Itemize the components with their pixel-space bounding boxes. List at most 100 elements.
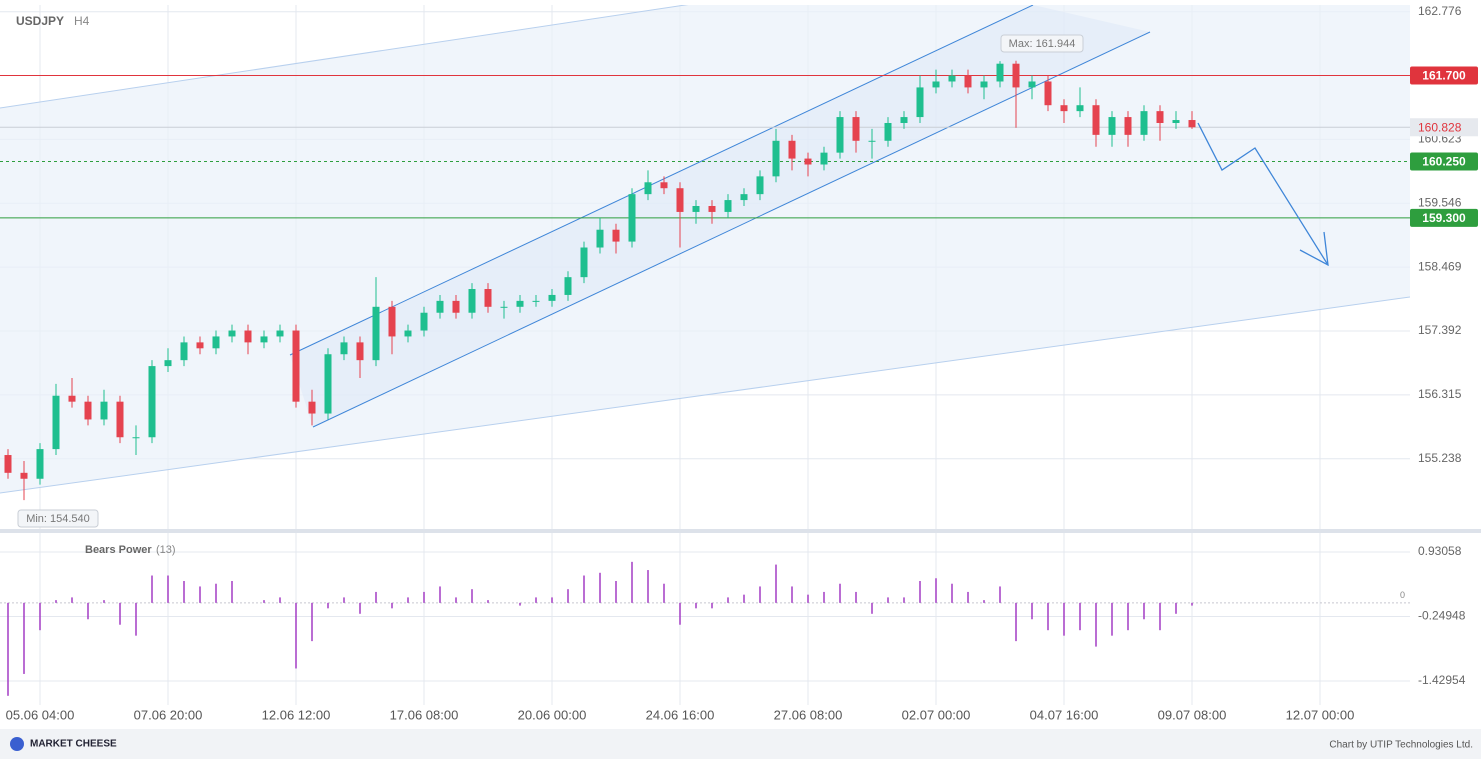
channel-line — [0, 5, 689, 109]
level-label: 160.250 — [1422, 155, 1466, 169]
candle-body — [388, 306, 396, 337]
candle-body — [788, 140, 796, 159]
candle-body — [148, 366, 156, 438]
indicator-period: (13) — [156, 544, 176, 556]
candle-body — [228, 330, 236, 337]
candle-body — [100, 401, 108, 420]
current-label: 160.828 — [1418, 120, 1462, 134]
x-tick-label: 24.06 16:00 — [646, 707, 715, 722]
candle-body — [804, 158, 812, 165]
x-tick-label: 02.07 00:00 — [902, 707, 971, 722]
levels — [0, 75, 1410, 219]
candle-body — [164, 360, 172, 367]
channel-line — [0, 296, 1410, 494]
x-tick-label: 04.07 16:00 — [1030, 707, 1099, 722]
candle-body — [196, 342, 204, 349]
candle-body — [372, 306, 380, 361]
ind-tick-label: 0.93058 — [1418, 544, 1462, 558]
indicator-name: Bears Power — [85, 544, 152, 556]
min-label: Min: 154.540 — [26, 513, 90, 525]
candle-body — [1140, 111, 1148, 135]
candle-body — [660, 182, 668, 189]
y-tick-label: 162.776 — [1418, 4, 1462, 18]
candle-body — [916, 87, 924, 118]
candle-body — [52, 395, 60, 450]
candle-body — [884, 122, 892, 141]
candle-body — [1124, 117, 1132, 135]
arrow-head — [1299, 231, 1329, 267]
candle-body — [68, 395, 76, 402]
candle-body — [436, 300, 444, 313]
logo-icon — [10, 737, 24, 751]
candle-body — [820, 152, 828, 165]
candle-body — [996, 63, 1004, 82]
candle-body — [1172, 120, 1180, 123]
candle-body — [932, 81, 940, 88]
candle-body — [692, 206, 700, 212]
y-tick-label: 157.392 — [1418, 323, 1462, 337]
candle-body — [580, 247, 588, 278]
x-tick-label: 12.06 12:00 — [262, 707, 331, 722]
x-tick-label: 20.06 00:00 — [518, 707, 587, 722]
y-tick-label: 156.315 — [1418, 387, 1462, 401]
candle-body — [1060, 105, 1068, 112]
candle-body — [964, 75, 972, 88]
candle-body — [1092, 105, 1100, 135]
candle-body — [452, 300, 460, 313]
candle-body — [836, 117, 844, 153]
candle-body — [340, 342, 348, 355]
candle-body — [468, 289, 476, 313]
candles — [4, 60, 1196, 501]
candle-body — [4, 455, 12, 473]
candle-body — [404, 330, 412, 337]
candle-body — [644, 182, 652, 195]
level-tag — [1410, 66, 1478, 85]
candle-body — [132, 437, 140, 439]
x-tick-label: 17.06 08:00 — [390, 707, 459, 722]
candle-body — [500, 306, 508, 308]
x-tick-label: 07.06 20:00 — [134, 707, 203, 722]
candle-body — [420, 312, 428, 331]
candle-body — [1188, 120, 1196, 128]
candle-body — [1028, 81, 1036, 88]
y-tick-label: 155.238 — [1418, 451, 1462, 465]
trend-channel — [290, 5, 1150, 427]
x-tick-label: 12.07 00:00 — [1286, 707, 1355, 722]
candle-body — [260, 336, 268, 343]
y-tick-label: 158.469 — [1418, 259, 1462, 273]
channel-line — [289, 5, 1034, 356]
candle-body — [628, 194, 636, 242]
candle-body — [612, 229, 620, 242]
candle-body — [244, 330, 252, 343]
candle-body — [324, 354, 332, 414]
timeframe: H4 — [74, 14, 90, 28]
forecast-arrow — [1197, 122, 1329, 266]
zero-label: 0 — [1400, 590, 1405, 600]
candle-body — [212, 336, 220, 349]
candle-body — [676, 188, 684, 212]
candle-body — [20, 472, 28, 479]
credit: Chart by UTIP Technologies Ltd. — [1329, 740, 1473, 751]
candle-body — [292, 330, 300, 402]
level-label: 161.700 — [1422, 69, 1466, 83]
level-tag — [1410, 152, 1478, 171]
x-tick-label: 27.06 08:00 — [774, 707, 843, 722]
candle-body — [532, 300, 540, 302]
candle-body — [868, 140, 876, 142]
ind-tick-label: -0.24948 — [1418, 609, 1466, 623]
max-box — [1000, 34, 1084, 53]
indicator — [0, 561, 1410, 696]
candle-body — [740, 194, 748, 201]
candle-body — [564, 277, 572, 295]
y-tick-label: 159.546 — [1418, 195, 1462, 209]
footer — [0, 729, 1481, 759]
candle-body — [1076, 105, 1084, 112]
brand: MARKET CHEESE — [30, 739, 117, 750]
candle-body — [900, 117, 908, 123]
max-label: Max: 161.944 — [1009, 38, 1076, 50]
candle-body — [180, 342, 188, 361]
symbol: USDJPY — [16, 14, 64, 28]
x-tick-label: 05.06 04:00 — [6, 707, 75, 722]
candle-body — [596, 229, 604, 248]
